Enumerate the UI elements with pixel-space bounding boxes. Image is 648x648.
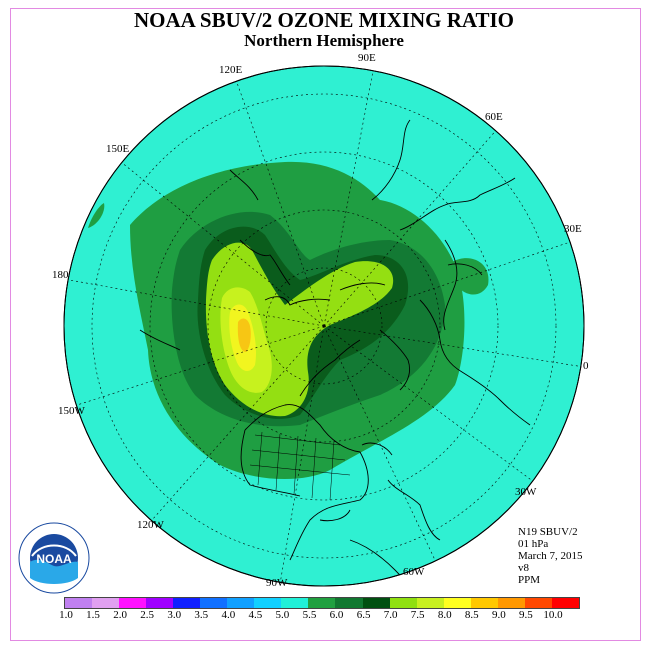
colorbar-swatch [524, 598, 552, 608]
colorbar-tick-label: 4.5 [248, 609, 263, 621]
colorbar-swatch [389, 598, 417, 608]
coastlines [139, 119, 531, 586]
colorbar-tick-label: 2.5 [140, 609, 155, 621]
colorbar-tick-label: 8.5 [464, 609, 479, 621]
colorbar-swatch [551, 598, 579, 608]
colorbar-swatch [443, 598, 471, 608]
colorbar [64, 597, 580, 609]
band-8-0 [237, 318, 251, 352]
info-date: March 7, 2015 [518, 550, 583, 562]
info-instrument: N19 SBUV/2 [518, 526, 578, 538]
lon-label-180: 180 [52, 269, 69, 281]
colorbar-tick-label: 7.0 [383, 609, 398, 621]
lon-label-60e: 60E [485, 111, 503, 123]
colorbar-swatch [497, 598, 525, 608]
band-5-0-west-patch [88, 203, 105, 228]
colorbar-swatch [254, 598, 282, 608]
lon-label-60w: 60W [403, 566, 425, 578]
colorbar-tick-label: 5.0 [275, 609, 290, 621]
colorbar-tick-label: 1.0 [59, 609, 73, 621]
lon-label-30e: 30E [564, 223, 582, 235]
noaa-logo-text: NOAA [36, 552, 72, 566]
graticule [64, 66, 584, 585]
info-units: PPM [518, 574, 541, 586]
colorbar-tick-label: 6.5 [356, 609, 371, 621]
colorbar-swatch [92, 598, 120, 608]
colorbar-tick-label: 10.0 [543, 609, 563, 621]
colorbar-tick-label: 8.0 [437, 609, 452, 621]
info-level: 01 hPa [518, 538, 549, 550]
lon-label-90w: 90W [266, 577, 288, 589]
lon-label-30w: 30W [515, 486, 537, 498]
colorbar-tick-label: 5.5 [302, 609, 317, 621]
lon-label-90e: 90E [358, 52, 376, 64]
colorbar-swatch [173, 598, 201, 608]
info-block: N19 SBUV/2 01 hPa March 7, 2015 v8 PPM [518, 526, 582, 586]
lon-label-120w: 120W [137, 519, 164, 531]
map-title: NOAA SBUV/2 OZONE MIXING RATIO [134, 8, 514, 32]
colorbar-swatch [146, 598, 174, 608]
colorbar-swatch [335, 598, 363, 608]
colorbar-tick-label: 9.0 [491, 609, 506, 621]
figure-frame [10, 8, 641, 641]
colorbar-ticks: 1.0 1.5 2.0 2.5 3.0 3.5 4.0 4.5 5.0 5.5 6.0 6.5 7.0 7… [0, 609, 648, 623]
map-subtitle: Northern Hemisphere [244, 31, 404, 50]
noaa-logo: NOAA [18, 522, 90, 594]
lon-label-120e: 120E [219, 64, 243, 76]
band-5-0-east-patch [452, 258, 489, 295]
colorbar-tick-label: 9.5 [519, 609, 533, 621]
colorbar-swatch [281, 598, 309, 608]
info-version: v8 [518, 562, 529, 574]
lon-label-150e: 150E [106, 143, 130, 155]
colorbar-tick-label: 3.5 [194, 609, 209, 621]
lon-label-0: 0 [583, 360, 589, 372]
colorbar-tick-label: 4.0 [221, 609, 236, 621]
colorbar-swatch [416, 598, 444, 608]
colorbar-swatch [65, 598, 93, 608]
colorbar-swatch [362, 598, 390, 608]
us-state-lines [249, 431, 351, 501]
lon-label-150w: 150W [58, 405, 85, 417]
colorbar-tick-label: 1.5 [86, 609, 100, 621]
colorbar-tick-label: 2.0 [113, 609, 127, 621]
colorbar-tick-label: 6.0 [329, 609, 344, 621]
colorbar-swatch [308, 598, 336, 608]
colorbar-tick-label: 3.0 [167, 609, 182, 621]
colorbar-swatch [470, 598, 498, 608]
colorbar-swatch [200, 598, 228, 608]
colorbar-tick-label: 7.5 [410, 609, 425, 621]
colorbar-swatch [227, 598, 255, 608]
colorbar-swatch [119, 598, 147, 608]
